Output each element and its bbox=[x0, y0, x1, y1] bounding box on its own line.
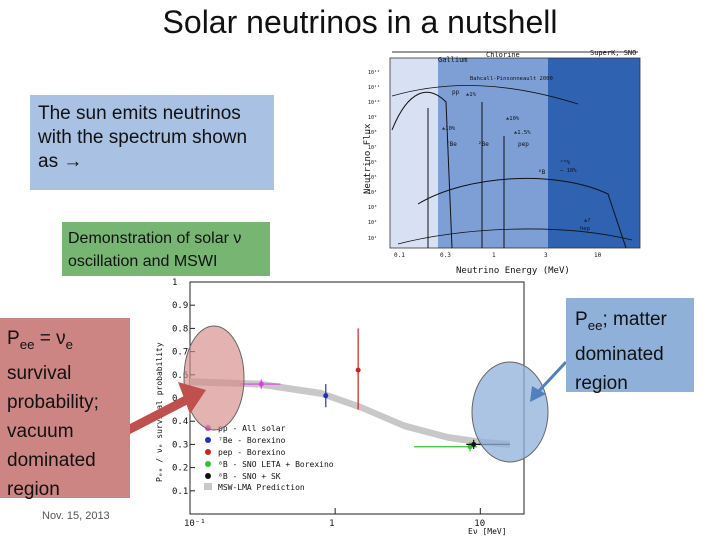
surv-ytick: 0.1 bbox=[172, 487, 188, 497]
band-label-gallium: Gallium bbox=[438, 56, 468, 64]
flux-xtick: 10 bbox=[594, 252, 602, 259]
surv-ytick: 0.6 bbox=[172, 371, 188, 381]
surv-ytick: 0.8 bbox=[172, 324, 188, 334]
flux-xtick: 0.1 bbox=[394, 252, 405, 259]
legend-pp: pp - All solar bbox=[218, 424, 286, 433]
flux-xlabel: Neutrino Energy (MeV) bbox=[456, 266, 570, 276]
svg-text:±1.5%: ±1.5% bbox=[514, 130, 531, 136]
slide-title: Solar neutrinos in a nutshell bbox=[162, 4, 558, 40]
flux-ytick: 10¹² bbox=[368, 70, 380, 76]
matter-region-box: Pee; matter dominated region bbox=[566, 298, 694, 394]
flux-ytick: 10⁶ bbox=[368, 160, 377, 166]
blue-arrow-head bbox=[530, 386, 546, 402]
slide-date: Nov. 15, 2013 bbox=[42, 510, 110, 522]
data-point bbox=[355, 367, 361, 373]
data-point bbox=[323, 393, 329, 399]
msw-lma-band bbox=[190, 378, 510, 448]
band-label-superk: SuperK, SNO bbox=[590, 49, 636, 57]
legend-8b-sk: ⁸B - SNO + SK bbox=[218, 472, 281, 481]
legend-8b-leta: ⁸B - SNO LETA + Borexino bbox=[218, 460, 334, 469]
vacuum-region-box: Pee = νe survival probability; vacuum do… bbox=[0, 318, 130, 500]
svg-text:pp: pp bbox=[452, 89, 460, 96]
surv-ytick: 0.4 bbox=[172, 417, 188, 427]
band-label-chlorine: Chlorine bbox=[486, 51, 520, 59]
flux-ytick: 10³ bbox=[368, 205, 377, 211]
svg-text:− 10%: − 10% bbox=[560, 168, 577, 174]
surv-xtick: 1 bbox=[329, 519, 334, 529]
svg-text:⁷Be: ⁷Be bbox=[446, 141, 457, 148]
surv-ytick: 0.2 bbox=[172, 464, 188, 474]
surv-ytick: 0.5 bbox=[172, 394, 188, 404]
flux-ytick: 10⁹ bbox=[368, 115, 377, 121]
svg-text:±1%: ±1% bbox=[466, 92, 477, 98]
flux-ytick: 10⁴ bbox=[368, 190, 377, 196]
demonstration-box: Demonstration of solar ν oscillation and… bbox=[62, 222, 270, 276]
svg-text:±?: ±? bbox=[584, 218, 591, 224]
flux-ytick: 10¹¹ bbox=[368, 85, 380, 91]
surv-ylabel: Pₑₑ / νₑ survival probability bbox=[155, 342, 164, 482]
surv-ytick: 0.9 bbox=[172, 301, 188, 311]
curve-8b bbox=[417, 177, 627, 249]
curve-hep bbox=[391, 85, 579, 105]
neutrino-spectrum-chart: Gallium Chlorine SuperK, SNO Bahcall-Pin… bbox=[363, 49, 641, 276]
data-point bbox=[467, 444, 473, 450]
surv-xtick: 10⁻¹ bbox=[184, 519, 206, 529]
surv-xtick: 10 bbox=[474, 519, 485, 529]
legend-pep: pep - Borexino bbox=[218, 448, 286, 457]
blue-arrow bbox=[536, 360, 568, 394]
flux-ylabel: Neutrino Flux bbox=[363, 123, 373, 194]
flux-ytick: 10² bbox=[368, 220, 377, 226]
survival-probability-chart: 1 0.9 0.8 0.7 0.6 0.5 0.4 0.3 0.2 0.1 10⁻¹ 1 10 Pₑₑ… bbox=[155, 278, 525, 536]
surv-xlabel: Eν [MeV] bbox=[468, 527, 507, 536]
surv-ytick: 0.3 bbox=[172, 440, 188, 450]
flux-xtick: 1 bbox=[492, 252, 496, 259]
svg-text:±10%: ±10% bbox=[442, 126, 456, 132]
band-chlorine bbox=[438, 58, 548, 248]
data-point bbox=[258, 381, 264, 387]
band-superk bbox=[548, 58, 640, 248]
surv-ytick: 1 bbox=[172, 278, 177, 288]
svg-text:hep: hep bbox=[580, 226, 590, 232]
flux-ytick: 10⁷ bbox=[368, 145, 377, 151]
flux-ytick: 10¹⁰ bbox=[368, 100, 380, 106]
svg-text:Bahcall-Pinsonneault 2000: Bahcall-Pinsonneault 2000 bbox=[470, 76, 553, 82]
flux-ytick: 10¹ bbox=[368, 236, 377, 242]
flux-ytick: 10⁸ bbox=[368, 130, 377, 136]
flux-y-ticks: 10¹² 10¹¹ 10¹⁰ 10⁹ 10⁸ 10⁷ 10⁶ 10⁵ 10⁴ 1… bbox=[368, 70, 380, 242]
flux-xtick: 0.3 bbox=[440, 252, 451, 259]
svg-text:±10%: ±10% bbox=[506, 116, 520, 122]
surv-ytick: 0.7 bbox=[172, 348, 188, 358]
data-point bbox=[471, 441, 477, 447]
svg-text:²⁰%: ²⁰% bbox=[560, 159, 571, 166]
svg-text:⁸B: ⁸B bbox=[538, 169, 546, 176]
curve-pp bbox=[391, 92, 453, 249]
legend-msw: MSW-LMA Prediction bbox=[218, 483, 305, 492]
curve-hep2 bbox=[397, 228, 633, 245]
svg-text:²Be: ²Be bbox=[478, 141, 489, 148]
flux-ytick: 10⁵ bbox=[368, 175, 377, 181]
svg-text:pep: pep bbox=[518, 141, 529, 148]
band-gallium bbox=[390, 58, 438, 248]
legend-7be: ⁷Be - Borexino bbox=[218, 436, 286, 445]
flux-xtick: 3 bbox=[544, 252, 548, 259]
sun-spectrum-box: The sun emits neutrinos with the spectru… bbox=[30, 95, 274, 190]
